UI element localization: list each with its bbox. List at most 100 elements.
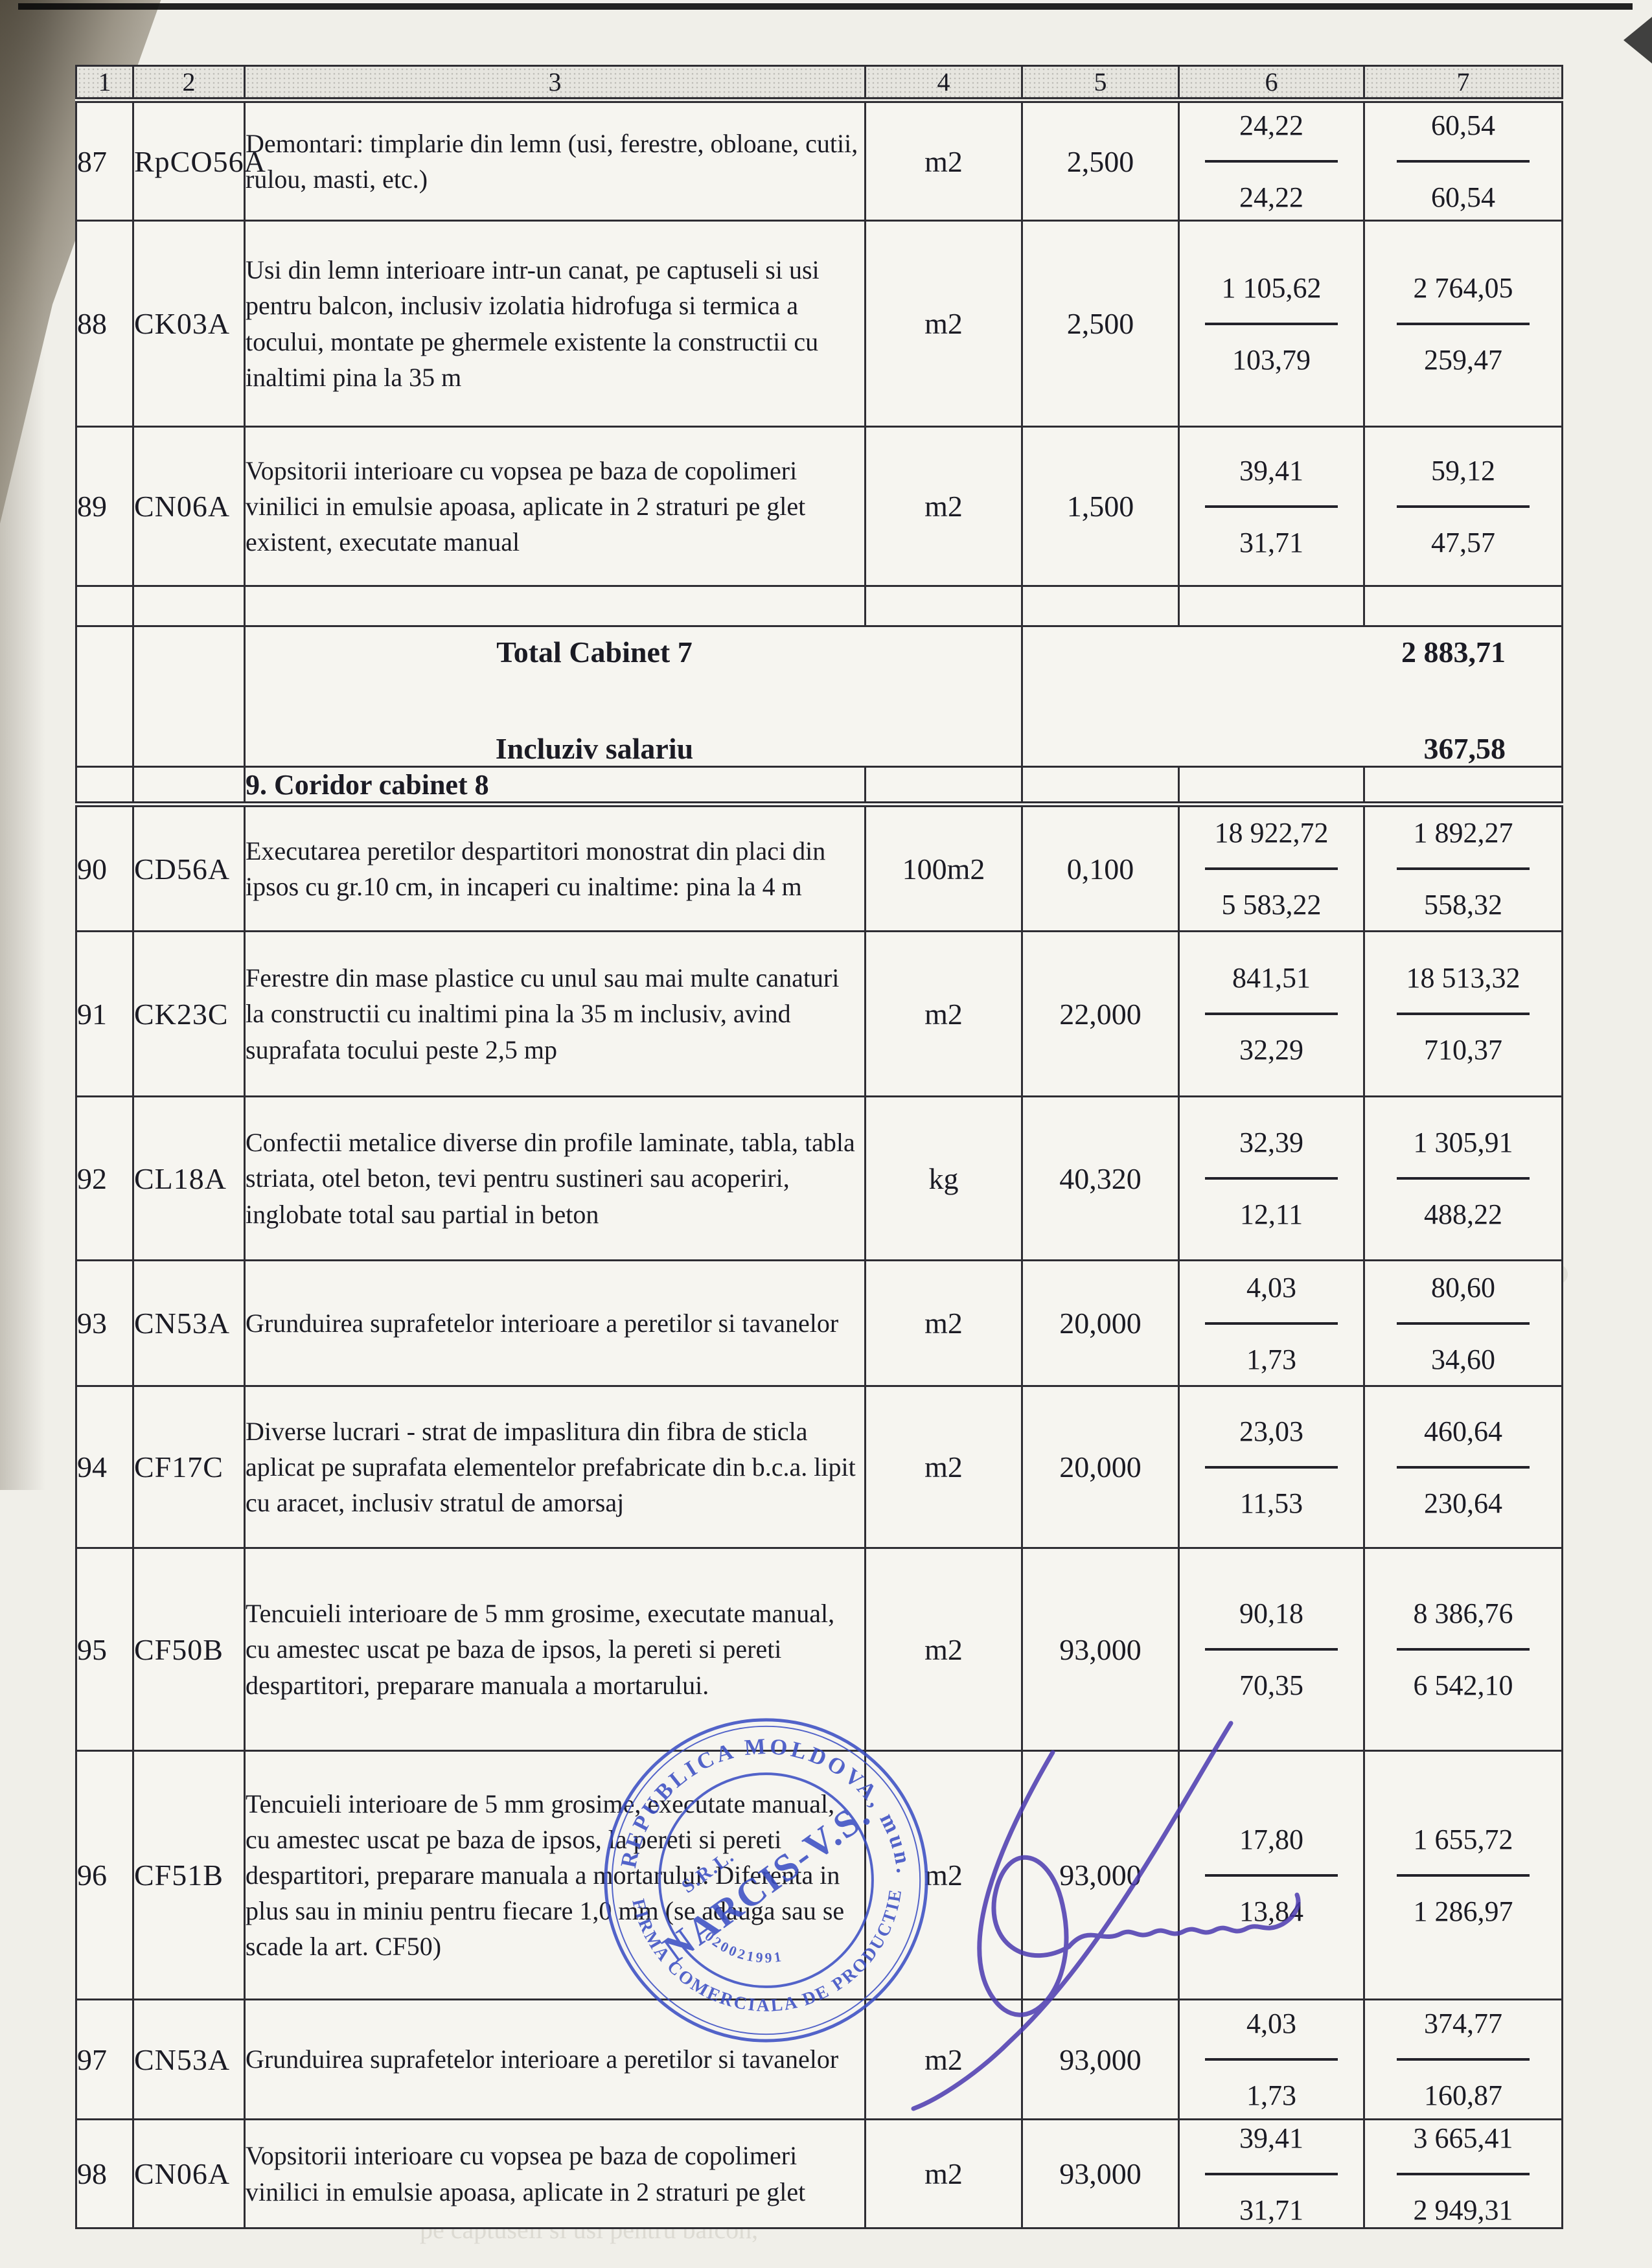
total-value: 3 665,41 xyxy=(1413,2122,1513,2154)
totals-subtitle: Incluziv salariu xyxy=(495,732,694,765)
unit-price-total: 23,03 xyxy=(1239,1415,1303,1447)
total-fraction: 1 305,91 488,22 xyxy=(1365,1126,1561,1231)
row-unit: kg xyxy=(864,1095,1023,1261)
unit-price-total: 1 105,62 xyxy=(1221,271,1322,304)
table-row: 95 CF50B Tencuieli interioare de 5 mm gr… xyxy=(75,1547,1563,1752)
row-number: 88 xyxy=(75,220,134,428)
row-description: Diverse lucrari - strat de impaslitura d… xyxy=(244,1385,866,1549)
total-value: 1 892,27 xyxy=(1413,817,1513,849)
column-header: 4 xyxy=(864,65,1023,103)
fraction-bar xyxy=(1205,322,1338,325)
table-row: 96 CF51B Tencuieli interioare de 5 mm gr… xyxy=(75,1750,1563,2000)
totals-title: Total Cabinet 7 xyxy=(496,636,693,669)
unit-price-fraction: 39,41 31,71 xyxy=(1180,2122,1363,2227)
row-quantity: 0,100 xyxy=(1021,803,1180,932)
table-row: 98 CN06A Vopsitorii interioare cu vopsea… xyxy=(75,2118,1563,2229)
row-unit-price-cell: 24,22 24,22 xyxy=(1178,99,1365,222)
section-header-row: 9. Coridor cabinet 8 xyxy=(75,766,1563,807)
empty-cell xyxy=(75,766,134,807)
empty-cell xyxy=(1021,766,1180,807)
scanner-edge-strip xyxy=(18,3,1633,10)
total-value: 1 305,91 xyxy=(1413,1127,1513,1158)
empty-cell xyxy=(1021,585,1180,627)
total-value: 8 386,76 xyxy=(1413,1598,1513,1629)
spacer-row xyxy=(75,585,1563,627)
row-total-cell: 1 892,27 558,32 xyxy=(1363,803,1563,932)
unit-price-fraction: 17,80 13,84 xyxy=(1180,1823,1363,1928)
column-header: 2 xyxy=(132,65,246,103)
empty-cell xyxy=(1178,766,1365,807)
fraction-bar xyxy=(1205,1465,1338,1469)
row-code: CF50B xyxy=(132,1547,246,1752)
total-fraction: 2 764,05 259,47 xyxy=(1365,271,1561,376)
row-total-cell: 8 386,76 6 542,10 xyxy=(1363,1547,1563,1752)
unit-price-total: 90,18 xyxy=(1239,1598,1303,1629)
total-value: 18 513,32 xyxy=(1406,962,1520,994)
total-fraction: 1 892,27 558,32 xyxy=(1365,816,1561,921)
unit-price-total: 841,51 xyxy=(1232,962,1311,994)
row-number: 96 xyxy=(75,1750,134,2000)
unit-price-fraction: 4,03 1,73 xyxy=(1180,2007,1363,2112)
row-unit-price-cell: 90,18 70,35 xyxy=(1178,1547,1365,1752)
row-number: 95 xyxy=(75,1547,134,1752)
total-fraction: 374,77 160,87 xyxy=(1365,2007,1561,2112)
unit-price-salary: 13,84 xyxy=(1239,1895,1303,1927)
empty-cell xyxy=(1363,766,1563,807)
fraction-bar xyxy=(1205,2058,1338,2061)
row-code: CN53A xyxy=(132,1999,246,2120)
fraction-bar xyxy=(1397,2058,1530,2061)
total-fraction: 80,60 34,60 xyxy=(1365,1271,1561,1376)
row-description: Demontari: timplarie din lemn (usi, fere… xyxy=(244,99,866,222)
total-salary: 259,47 xyxy=(1424,343,1502,376)
unit-price-total: 24,22 xyxy=(1239,109,1303,141)
row-description: Tencuieli interioare de 5 mm grosime, ex… xyxy=(244,1547,866,1752)
fraction-bar xyxy=(1205,867,1338,870)
total-salary: 6 542,10 xyxy=(1413,1669,1513,1701)
row-unit-price-cell: 39,41 31,71 xyxy=(1178,2118,1365,2229)
row-unit: m2 xyxy=(864,1999,1023,2120)
table-row: 88 CK03A Usi din lemn interioare intr-un… xyxy=(75,220,1563,428)
row-total-cell: 460,64 230,64 xyxy=(1363,1385,1563,1549)
empty-cell xyxy=(864,585,1023,627)
total-fraction: 1 655,72 1 286,97 xyxy=(1365,1823,1561,1928)
total-salary: 230,64 xyxy=(1424,1487,1502,1519)
row-code: RpCO56A xyxy=(132,99,266,222)
unit-price-fraction: 18 922,72 5 583,22 xyxy=(1180,816,1363,921)
row-quantity: 93,000 xyxy=(1021,1750,1180,2000)
row-code: CK03A xyxy=(132,220,246,428)
unit-price-salary: 11,53 xyxy=(1239,1487,1303,1519)
total-fraction: 18 513,32 710,37 xyxy=(1365,961,1561,1066)
row-total-cell: 1 305,91 488,22 xyxy=(1363,1095,1563,1261)
table-row: 89 CN06A Vopsitorii interioare cu vopsea… xyxy=(75,426,1563,587)
unit-price-salary: 31,71 xyxy=(1239,526,1303,558)
row-total-cell: 3 665,41 2 949,31 xyxy=(1363,2118,1563,2229)
row-number: 94 xyxy=(75,1385,134,1549)
column-header: 5 xyxy=(1021,65,1180,103)
totals-salary-amount: 367,58 xyxy=(1423,732,1506,765)
row-quantity: 93,000 xyxy=(1021,1547,1180,1752)
row-unit: m2 xyxy=(864,1259,1023,1387)
unit-price-total: 4,03 xyxy=(1246,1271,1296,1303)
row-code: CF17C xyxy=(132,1385,246,1549)
unit-price-salary: 31,71 xyxy=(1239,2194,1303,2226)
row-unit-price-cell: 841,51 32,29 xyxy=(1178,930,1365,1097)
total-value: 2 764,05 xyxy=(1413,271,1513,304)
row-unit: m2 xyxy=(864,99,1023,222)
section-header-label: 9. Coridor cabinet 8 xyxy=(244,766,866,807)
fraction-bar xyxy=(1397,1177,1530,1180)
table-row: 93 CN53A Grunduirea suprafetelor interio… xyxy=(75,1259,1563,1387)
total-fraction: 3 665,41 2 949,31 xyxy=(1365,2122,1561,2227)
unit-price-fraction: 841,51 32,29 xyxy=(1180,961,1363,1066)
total-value: 60,54 xyxy=(1431,109,1495,141)
unit-price-salary: 24,22 xyxy=(1239,181,1303,213)
row-description: Tencuieli interioare de 5 mm grosime, ex… xyxy=(244,1750,866,2000)
row-total-cell: 60,54 60,54 xyxy=(1363,99,1563,222)
row-quantity: 93,000 xyxy=(1021,1999,1180,2120)
empty-cell xyxy=(244,585,866,627)
row-unit-price-cell: 4,03 1,73 xyxy=(1178,1259,1365,1387)
row-unit-price-cell: 4,03 1,73 xyxy=(1178,1999,1365,2120)
left-edge-shadow xyxy=(0,0,45,1490)
total-salary: 488,22 xyxy=(1424,1198,1502,1230)
row-number: 91 xyxy=(75,930,134,1097)
